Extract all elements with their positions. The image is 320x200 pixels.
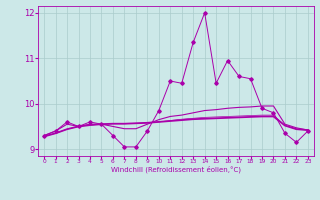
- X-axis label: Windchill (Refroidissement éolien,°C): Windchill (Refroidissement éolien,°C): [111, 166, 241, 173]
